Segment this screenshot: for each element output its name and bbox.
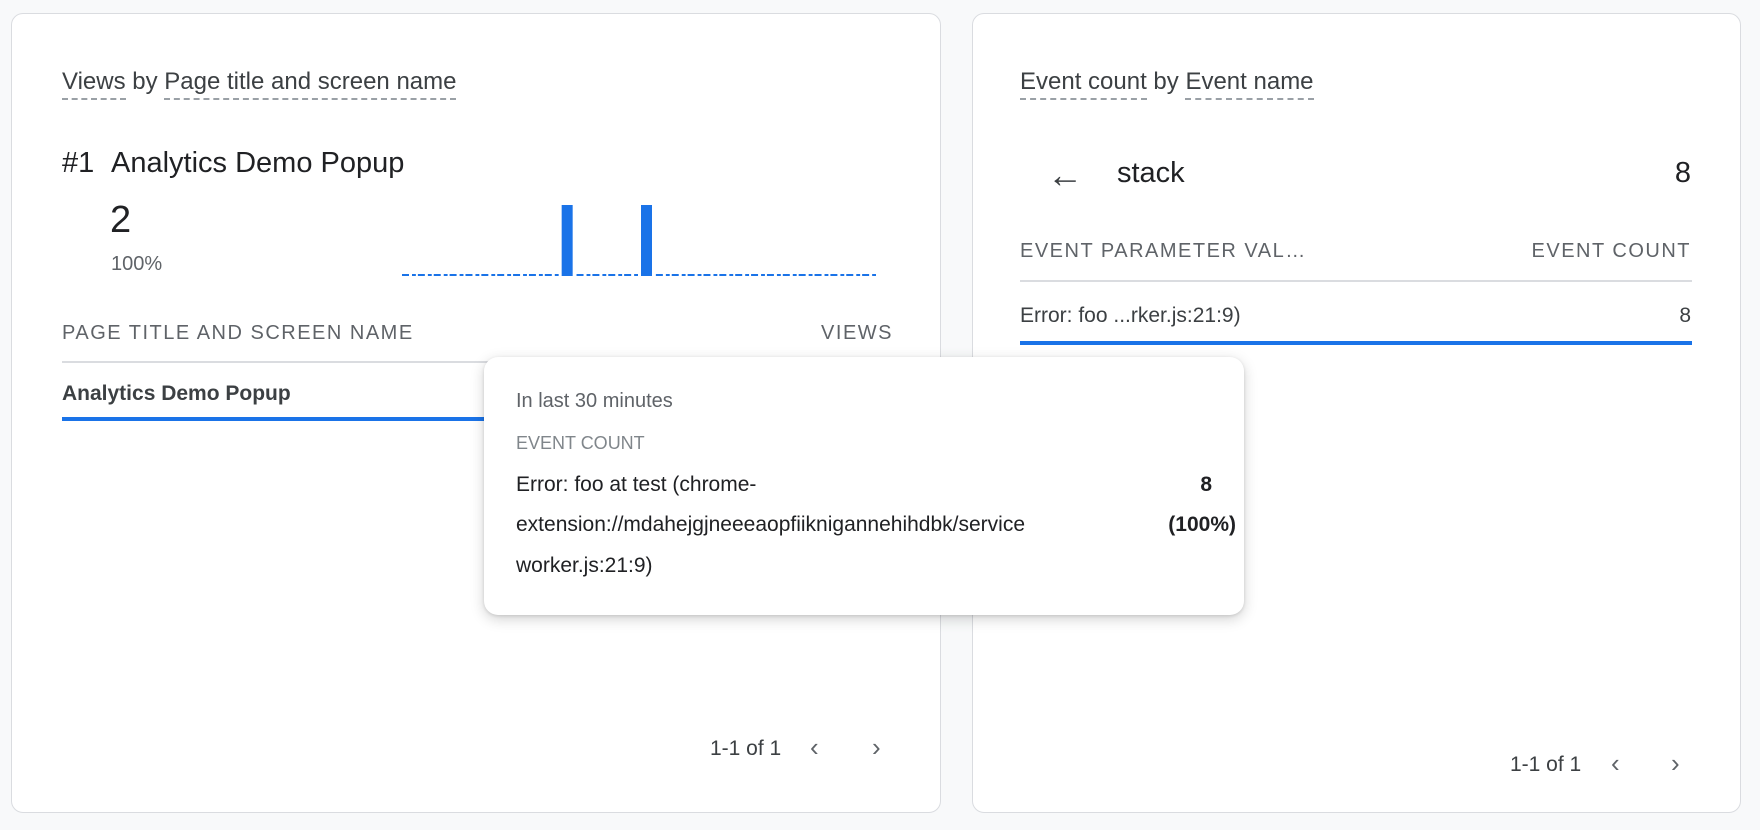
tooltip: In last 30 minutes EVENT COUNT Error: fo… <box>484 357 1244 615</box>
top-item-percent: 100% <box>111 253 163 275</box>
chevron-right-icon[interactable]: › <box>1671 748 1680 778</box>
chevron-left-icon[interactable]: ‹ <box>810 732 819 762</box>
pagination-label: 1-1 of 1 <box>1510 753 1582 776</box>
column-header-event-count[interactable]: EVENT COUNT <box>1531 240 1691 262</box>
dimension-selector[interactable]: Page title and screen name <box>164 68 457 100</box>
tooltip-period: In last 30 minutes <box>516 390 673 412</box>
pagination-label: 1-1 of 1 <box>710 737 782 760</box>
column-header-views[interactable]: VIEWS <box>821 322 893 344</box>
drill-item-value: 8 <box>1674 157 1691 189</box>
tooltip-line: extension://mdahejgjneeeaopfiiknigannehi… <box>516 513 1026 536</box>
sparkline-bar <box>561 205 573 276</box>
sparkline-bar <box>641 205 652 276</box>
tooltip-line: worker.js:21:9) <box>516 554 653 577</box>
dimension-selector[interactable]: Event name <box>1185 68 1314 100</box>
metric-selector[interactable]: Views <box>62 68 126 100</box>
top-rank: #1 <box>62 147 95 179</box>
row-value: 8 <box>1679 304 1691 327</box>
row-bar <box>62 417 895 421</box>
header-divider <box>62 361 895 363</box>
tooltip-metric: EVENT COUNT <box>516 433 645 453</box>
tooltip-line: Error: foo at test (chrome- <box>516 473 757 496</box>
tooltip-value: 8 <box>1200 473 1212 496</box>
column-header-page-title[interactable]: PAGE TITLE AND SCREEN NAME <box>62 322 414 344</box>
card-title: Views by Page title and screen name <box>62 68 457 100</box>
header-divider <box>1020 280 1692 282</box>
card-title: Event count by Event name <box>1020 68 1314 100</box>
table-row[interactable]: Analytics Demo Popup <box>62 382 291 405</box>
arrow-left-icon[interactable]: ← <box>1047 154 1083 195</box>
top-item-value: 2 <box>110 199 132 241</box>
drill-item-name: stack <box>1117 157 1185 189</box>
row-bar <box>1020 341 1692 345</box>
column-header-param[interactable]: EVENT PARAMETER VAL… <box>1020 240 1307 262</box>
chevron-left-icon[interactable]: ‹ <box>1611 748 1620 778</box>
sparkline-chart <box>402 205 876 276</box>
tooltip-percent: (100%) <box>1168 513 1236 537</box>
title-by: by <box>1153 68 1179 95</box>
table-row[interactable]: Error: foo ...rker.js:21:9) <box>1020 304 1241 327</box>
chevron-right-icon[interactable]: › <box>872 732 881 762</box>
top-item-name: Analytics Demo Popup <box>111 147 405 179</box>
metric-selector[interactable]: Event count <box>1020 68 1147 100</box>
title-by: by <box>132 68 158 95</box>
